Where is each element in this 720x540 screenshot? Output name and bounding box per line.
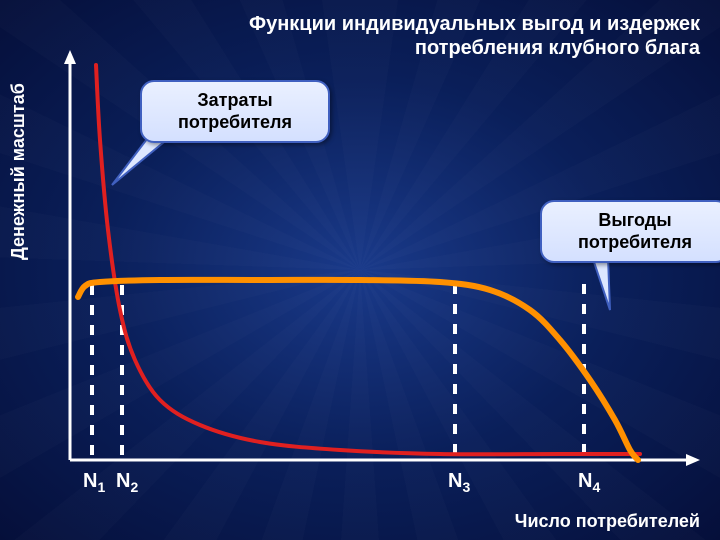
costs-callout-line2: потребителя (178, 112, 292, 132)
x-tick-label: N1 (83, 470, 105, 495)
x-tick-label: N4 (578, 470, 600, 495)
chart-svg (0, 0, 720, 540)
costs-callout-line1: Затраты (197, 90, 272, 110)
benefits-callout-line1: Выгоды (598, 210, 671, 230)
slide-background: Функции индивидуальных выгод и издержек … (0, 0, 720, 540)
benefits-callout: Выгоды потребителя (540, 200, 720, 263)
x-tick-label: N3 (448, 470, 470, 495)
benefits-callout-line2: потребителя (578, 232, 692, 252)
x-tick-label: N2 (116, 470, 138, 495)
costs-callout: Затраты потребителя (140, 80, 330, 143)
